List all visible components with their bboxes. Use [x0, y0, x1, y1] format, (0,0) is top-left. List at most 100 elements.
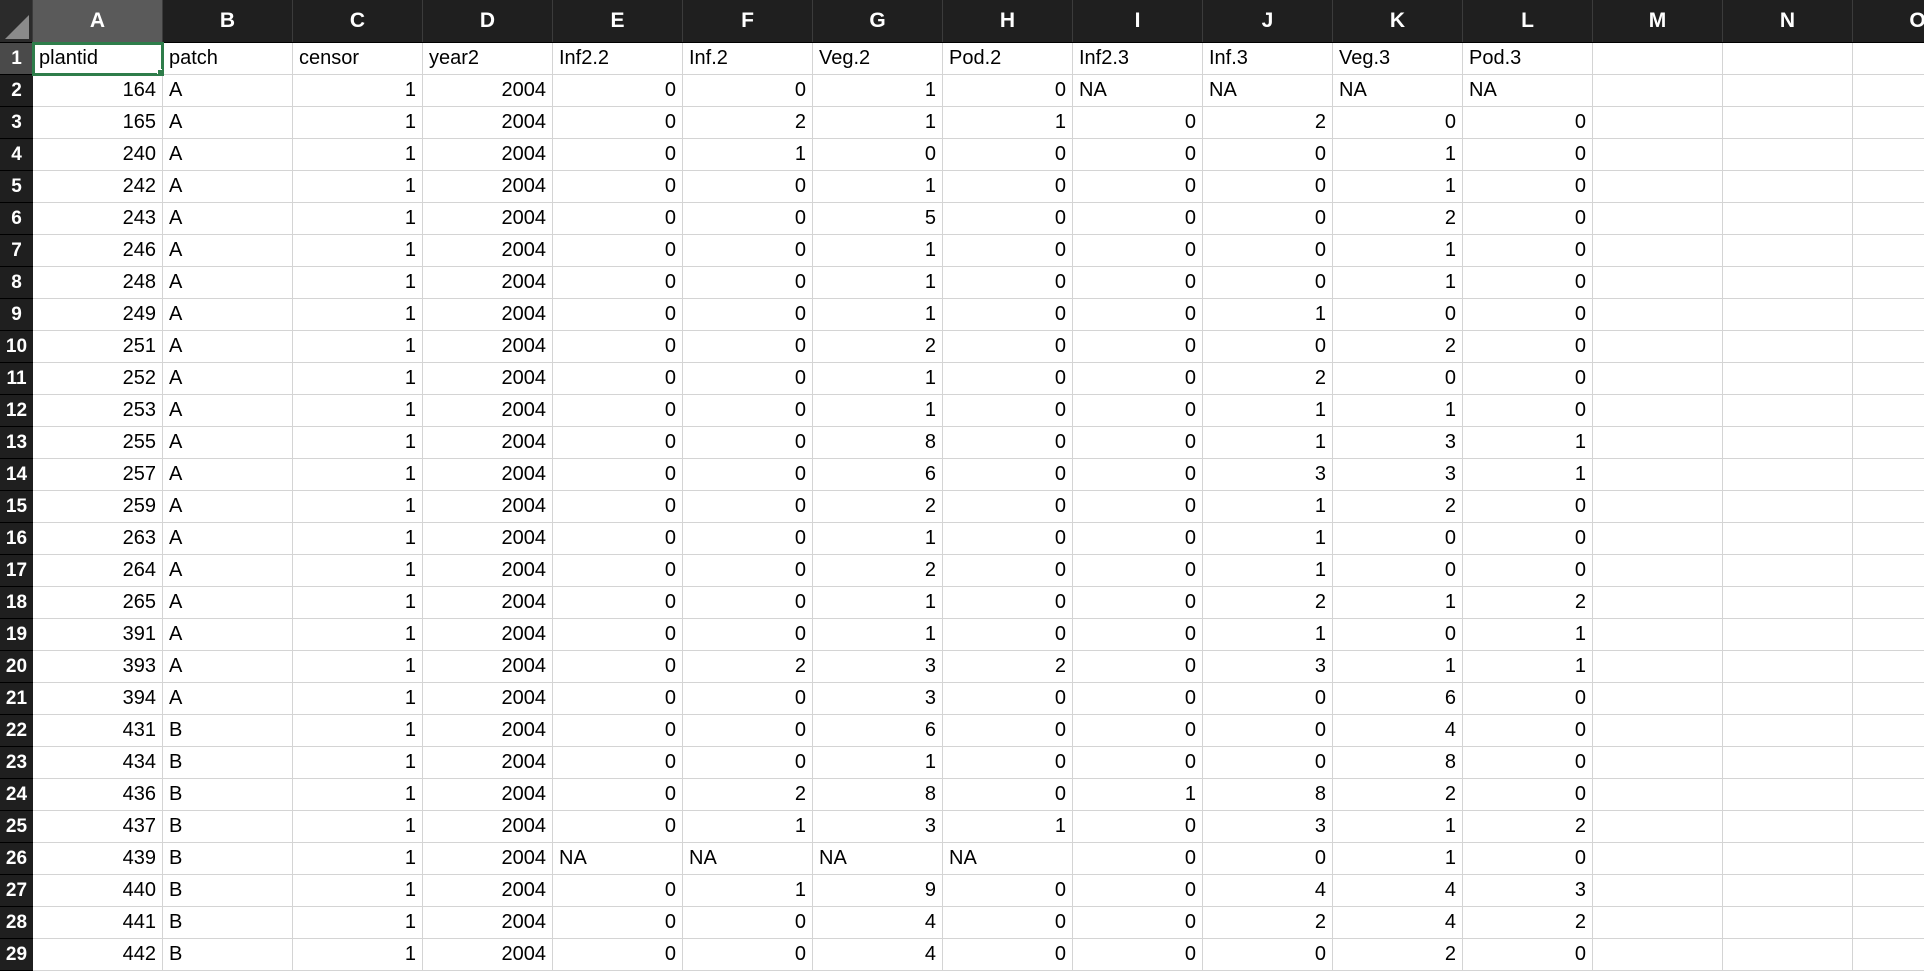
row-header-19[interactable]: 19 — [0, 619, 33, 651]
cell-e8[interactable]: 0 — [553, 267, 683, 299]
cell-i1[interactable]: Inf2.3 — [1073, 43, 1203, 75]
cell-j14[interactable]: 3 — [1203, 459, 1333, 491]
cell-b5[interactable]: A — [163, 171, 293, 203]
cell-h10[interactable]: 0 — [943, 331, 1073, 363]
cell-b3[interactable]: A — [163, 107, 293, 139]
cell-o10[interactable] — [1853, 331, 1924, 363]
cell-o2[interactable] — [1853, 75, 1924, 107]
cell-n9[interactable] — [1723, 299, 1853, 331]
cell-e29[interactable]: 0 — [553, 939, 683, 971]
cell-f9[interactable]: 0 — [683, 299, 813, 331]
cell-g17[interactable]: 2 — [813, 555, 943, 587]
cell-f23[interactable]: 0 — [683, 747, 813, 779]
cell-l21[interactable]: 0 — [1463, 683, 1593, 715]
cell-b27[interactable]: B — [163, 875, 293, 907]
cell-f13[interactable]: 0 — [683, 427, 813, 459]
cell-g25[interactable]: 3 — [813, 811, 943, 843]
cell-j19[interactable]: 1 — [1203, 619, 1333, 651]
cell-f1[interactable]: Inf.2 — [683, 43, 813, 75]
cell-k16[interactable]: 0 — [1333, 523, 1463, 555]
cell-i9[interactable]: 0 — [1073, 299, 1203, 331]
cell-h8[interactable]: 0 — [943, 267, 1073, 299]
cell-a18[interactable]: 265 — [33, 587, 163, 619]
cell-g7[interactable]: 1 — [813, 235, 943, 267]
cell-k17[interactable]: 0 — [1333, 555, 1463, 587]
cell-h15[interactable]: 0 — [943, 491, 1073, 523]
cell-o19[interactable] — [1853, 619, 1924, 651]
cell-k20[interactable]: 1 — [1333, 651, 1463, 683]
cell-a9[interactable]: 249 — [33, 299, 163, 331]
cell-o18[interactable] — [1853, 587, 1924, 619]
cell-g4[interactable]: 0 — [813, 139, 943, 171]
cell-e14[interactable]: 0 — [553, 459, 683, 491]
cell-g27[interactable]: 9 — [813, 875, 943, 907]
cell-b23[interactable]: B — [163, 747, 293, 779]
cell-f6[interactable]: 0 — [683, 203, 813, 235]
cell-g16[interactable]: 1 — [813, 523, 943, 555]
cell-h24[interactable]: 0 — [943, 779, 1073, 811]
cell-d27[interactable]: 2004 — [423, 875, 553, 907]
cell-l8[interactable]: 0 — [1463, 267, 1593, 299]
cell-g29[interactable]: 4 — [813, 939, 943, 971]
cell-f19[interactable]: 0 — [683, 619, 813, 651]
cell-h7[interactable]: 0 — [943, 235, 1073, 267]
cell-b26[interactable]: B — [163, 843, 293, 875]
cell-k19[interactable]: 0 — [1333, 619, 1463, 651]
cell-n1[interactable] — [1723, 43, 1853, 75]
cell-e12[interactable]: 0 — [553, 395, 683, 427]
cell-i10[interactable]: 0 — [1073, 331, 1203, 363]
cell-j12[interactable]: 1 — [1203, 395, 1333, 427]
select-all-corner[interactable] — [0, 0, 33, 42]
cell-m3[interactable] — [1593, 107, 1723, 139]
cell-a5[interactable]: 242 — [33, 171, 163, 203]
cell-l3[interactable]: 0 — [1463, 107, 1593, 139]
column-header-b[interactable]: B — [163, 0, 293, 42]
cell-a21[interactable]: 394 — [33, 683, 163, 715]
cell-d18[interactable]: 2004 — [423, 587, 553, 619]
cell-e24[interactable]: 0 — [553, 779, 683, 811]
cell-a29[interactable]: 442 — [33, 939, 163, 971]
cell-m2[interactable] — [1593, 75, 1723, 107]
cell-c14[interactable]: 1 — [293, 459, 423, 491]
cell-c8[interactable]: 1 — [293, 267, 423, 299]
cell-g28[interactable]: 4 — [813, 907, 943, 939]
cell-i14[interactable]: 0 — [1073, 459, 1203, 491]
cell-h25[interactable]: 1 — [943, 811, 1073, 843]
cell-h19[interactable]: 0 — [943, 619, 1073, 651]
cell-i23[interactable]: 0 — [1073, 747, 1203, 779]
cell-k29[interactable]: 2 — [1333, 939, 1463, 971]
row-header-23[interactable]: 23 — [0, 747, 33, 779]
cell-f29[interactable]: 0 — [683, 939, 813, 971]
cell-c3[interactable]: 1 — [293, 107, 423, 139]
cell-n10[interactable] — [1723, 331, 1853, 363]
cell-l27[interactable]: 3 — [1463, 875, 1593, 907]
row-header-22[interactable]: 22 — [0, 715, 33, 747]
cell-n16[interactable] — [1723, 523, 1853, 555]
cell-b6[interactable]: A — [163, 203, 293, 235]
column-header-e[interactable]: E — [553, 0, 683, 42]
cell-n19[interactable] — [1723, 619, 1853, 651]
cell-o8[interactable] — [1853, 267, 1924, 299]
cell-d15[interactable]: 2004 — [423, 491, 553, 523]
cell-f4[interactable]: 1 — [683, 139, 813, 171]
cell-m8[interactable] — [1593, 267, 1723, 299]
column-header-i[interactable]: I — [1073, 0, 1203, 42]
cell-n12[interactable] — [1723, 395, 1853, 427]
cell-l24[interactable]: 0 — [1463, 779, 1593, 811]
cell-o4[interactable] — [1853, 139, 1924, 171]
cell-g6[interactable]: 5 — [813, 203, 943, 235]
cell-b2[interactable]: A — [163, 75, 293, 107]
cell-b25[interactable]: B — [163, 811, 293, 843]
cell-j24[interactable]: 8 — [1203, 779, 1333, 811]
cell-b11[interactable]: A — [163, 363, 293, 395]
cell-k1[interactable]: Veg.3 — [1333, 43, 1463, 75]
cell-j3[interactable]: 2 — [1203, 107, 1333, 139]
cell-b17[interactable]: A — [163, 555, 293, 587]
cell-e23[interactable]: 0 — [553, 747, 683, 779]
cell-o24[interactable] — [1853, 779, 1924, 811]
cell-m17[interactable] — [1593, 555, 1723, 587]
cell-a10[interactable]: 251 — [33, 331, 163, 363]
cell-g3[interactable]: 1 — [813, 107, 943, 139]
row-header-4[interactable]: 4 — [0, 139, 33, 171]
